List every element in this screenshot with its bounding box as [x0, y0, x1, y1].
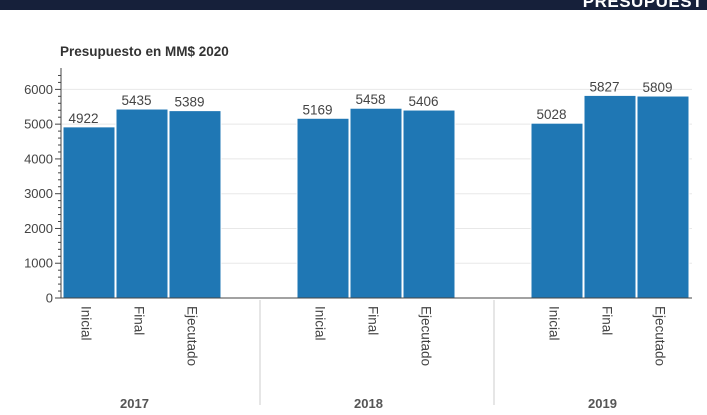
bar [168, 110, 222, 299]
top-banner: PRESUPUEST [0, 0, 707, 11]
bar [62, 126, 116, 299]
group-label: 2019 [588, 396, 617, 411]
bar-value-label: 5169 [302, 102, 332, 117]
category-label: Ejecutado [419, 306, 434, 366]
category-label: Inicial [313, 306, 328, 341]
y-tick-label: 5000 [24, 117, 53, 132]
y-tick-label: 4000 [24, 151, 53, 166]
bar [402, 109, 456, 299]
y-tick-label: 1000 [24, 256, 53, 271]
category-label: Ejecutado [653, 306, 668, 366]
bar-value-label: 5827 [589, 79, 619, 94]
y-tick-label: 6000 [24, 82, 53, 97]
bar-value-label: 5389 [174, 95, 204, 110]
group-label: 2018 [354, 396, 383, 411]
bar [583, 94, 637, 299]
bar-value-label: 5406 [408, 94, 438, 109]
bar-value-label: 5028 [536, 107, 566, 122]
bar-value-label: 5458 [355, 92, 385, 107]
category-label: Final [600, 306, 615, 335]
category-label: Inicial [547, 306, 562, 341]
bar-value-label: 5809 [642, 80, 672, 95]
chart-title: Presupuesto en MM$ 2020 [60, 44, 229, 59]
bar [636, 95, 690, 299]
bar [115, 108, 169, 299]
category-label: Final [366, 306, 381, 335]
bar-value-label: 5435 [121, 93, 151, 108]
y-tick-label: 3000 [24, 186, 53, 201]
category-label: Ejecutado [185, 306, 200, 366]
bar [530, 122, 584, 299]
bar-value-label: 4922 [68, 111, 98, 126]
y-tick-label: 0 [46, 291, 53, 306]
banner-title: PRESUPUEST [582, 0, 703, 11]
bar [349, 107, 403, 299]
bar [296, 117, 350, 299]
category-label: Final [132, 306, 147, 335]
category-label: Inicial [79, 306, 94, 341]
group-label: 2017 [120, 396, 149, 411]
y-tick-label: 2000 [24, 221, 53, 236]
